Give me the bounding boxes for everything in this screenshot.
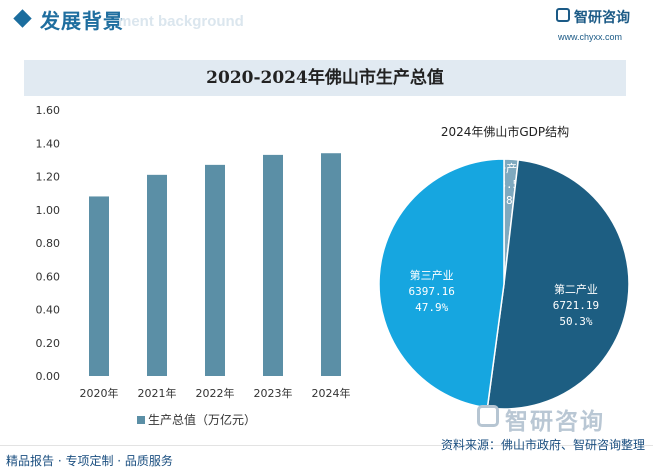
- chart-title: 2020-2024年佛山市生产总值: [206, 68, 444, 88]
- pie-slice: [486, 158, 630, 410]
- watermark-text: 智研咨询: [505, 409, 605, 435]
- pie-label-value: 6397.16: [408, 285, 454, 298]
- footer-tagline: 精品报告 · 专项定制 · 品质服务: [6, 454, 173, 468]
- legend-swatch: [137, 416, 145, 424]
- y-tick-label: 1.20: [36, 171, 61, 184]
- legend-label: 生产总值（万亿元）: [148, 412, 256, 427]
- bar: [321, 153, 341, 376]
- chart-canvas: 0.00 0.20 0.40 0.60 0.80 1.00 1.20 1.40 1.60 2020…: [36, 104, 630, 427]
- x-tick-label: 2021年: [138, 386, 177, 400]
- chart-title-banner: 2020-2024年佛山市生产总值: [24, 60, 626, 96]
- pie-slice: [378, 158, 505, 409]
- pie-title: 2024年佛山市GDP结构: [441, 124, 569, 139]
- pie-label-name: 第三产业: [410, 268, 454, 282]
- section-header: 发展背景 ment background 智研咨询 www.chyxx.com: [0, 0, 653, 48]
- y-tick-label: 0.00: [36, 370, 61, 383]
- brand-name: 智研咨询: [574, 10, 630, 26]
- bar: [89, 196, 109, 376]
- pie-label-percent: 47.9%: [415, 301, 448, 314]
- watermark-logo-icon: [477, 405, 499, 427]
- y-tick-label: 0.60: [36, 270, 61, 283]
- x-tick-label: 2023年: [254, 386, 293, 400]
- bar: [263, 154, 283, 376]
- pie-label-percent: 50.3%: [559, 315, 592, 328]
- x-tick-label: 2024年: [312, 386, 351, 400]
- y-tick-label: 0.20: [36, 337, 61, 350]
- x-tick-label: 2020年: [80, 386, 119, 400]
- brand-url: www.chyxx.com: [558, 32, 623, 42]
- pie-label-value: 6721.19: [553, 299, 599, 312]
- y-tick-label: 0.80: [36, 237, 61, 250]
- y-tick-label: 0.40: [36, 304, 61, 317]
- footer: 精品报告 · 专项定制 · 品质服务 资料来源：佛山市政府、智研咨询整理: [0, 438, 653, 472]
- bar: [205, 164, 225, 376]
- pie-label-name: 第二产业: [554, 282, 598, 296]
- section-subtitle: ment background: [118, 13, 244, 30]
- footer-source: 资料来源：佛山市政府、智研咨询整理: [440, 438, 645, 452]
- y-tick-label: 1.40: [36, 137, 61, 150]
- x-tick-label: 2022年: [196, 386, 235, 400]
- bar: [147, 174, 167, 376]
- y-tick-label: 1.60: [36, 104, 61, 117]
- y-tick-label: 1.00: [36, 204, 61, 217]
- section-title: 发展背景: [40, 9, 124, 33]
- brand-logo-icon: [556, 8, 570, 22]
